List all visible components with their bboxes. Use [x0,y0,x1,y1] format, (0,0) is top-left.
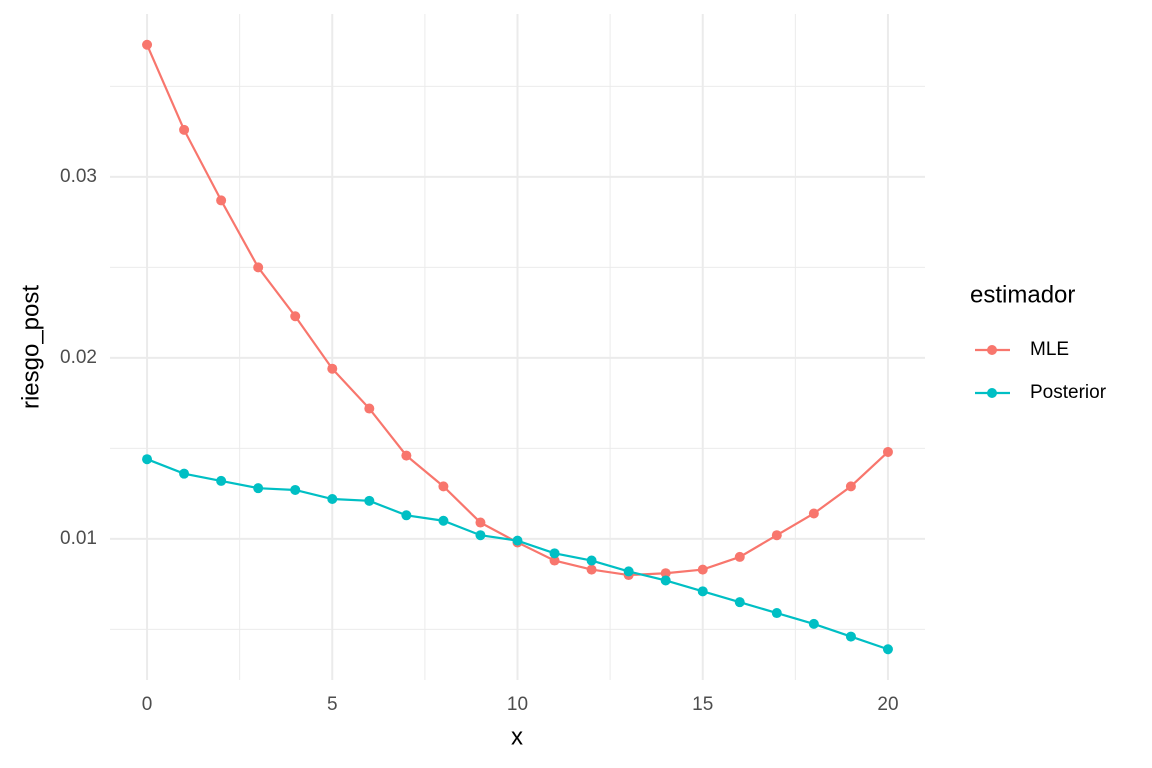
data-point [401,450,412,461]
data-point [586,564,597,575]
data-point [216,475,227,486]
x-tick-label: 10 [507,694,528,715]
y-tick-label: 0.03 [60,166,97,187]
data-point [549,548,560,559]
data-point [401,510,412,521]
data-point [364,403,375,414]
data-point [734,597,745,608]
data-point [179,468,190,479]
data-point [179,124,190,135]
legend-label: Posterior [1030,382,1107,403]
x-tick-label: 20 [877,694,898,715]
legend-label: MLE [1030,339,1069,360]
x-tick-label: 15 [692,694,713,715]
data-point [697,586,708,597]
data-point [327,494,338,505]
legend-point [987,345,997,355]
data-point [290,484,301,495]
x-tick-label: 0 [142,694,153,715]
y-axis-title: riesgo_post [17,285,44,409]
data-point [475,530,486,541]
x-axis-title: x [511,723,523,750]
data-point [586,555,597,566]
data-point [734,551,745,562]
data-point [882,644,893,655]
data-point [327,363,338,374]
data-point [697,564,708,575]
data-point [438,481,449,492]
data-point [808,618,819,629]
data-point [364,495,375,506]
data-point [623,566,634,577]
data-point [808,508,819,519]
legend-point [987,388,997,398]
data-point [549,555,560,566]
data-point [882,446,893,457]
data-point [438,515,449,526]
x-tick-label: 5 [327,694,338,715]
data-point [845,481,856,492]
data-point [512,535,523,546]
data-point [475,517,486,528]
data-point [290,311,301,322]
data-point [660,575,671,586]
data-point [771,530,782,541]
y-tick-label: 0.02 [60,347,97,368]
data-point [845,631,856,642]
data-point [216,195,227,206]
data-point [253,483,264,494]
data-point [660,568,671,579]
y-tick-label: 0.01 [60,528,97,549]
data-point [142,454,153,465]
data-point [253,262,264,273]
data-point [771,608,782,619]
data-point [142,39,153,50]
legend-title: estimador [970,281,1075,308]
